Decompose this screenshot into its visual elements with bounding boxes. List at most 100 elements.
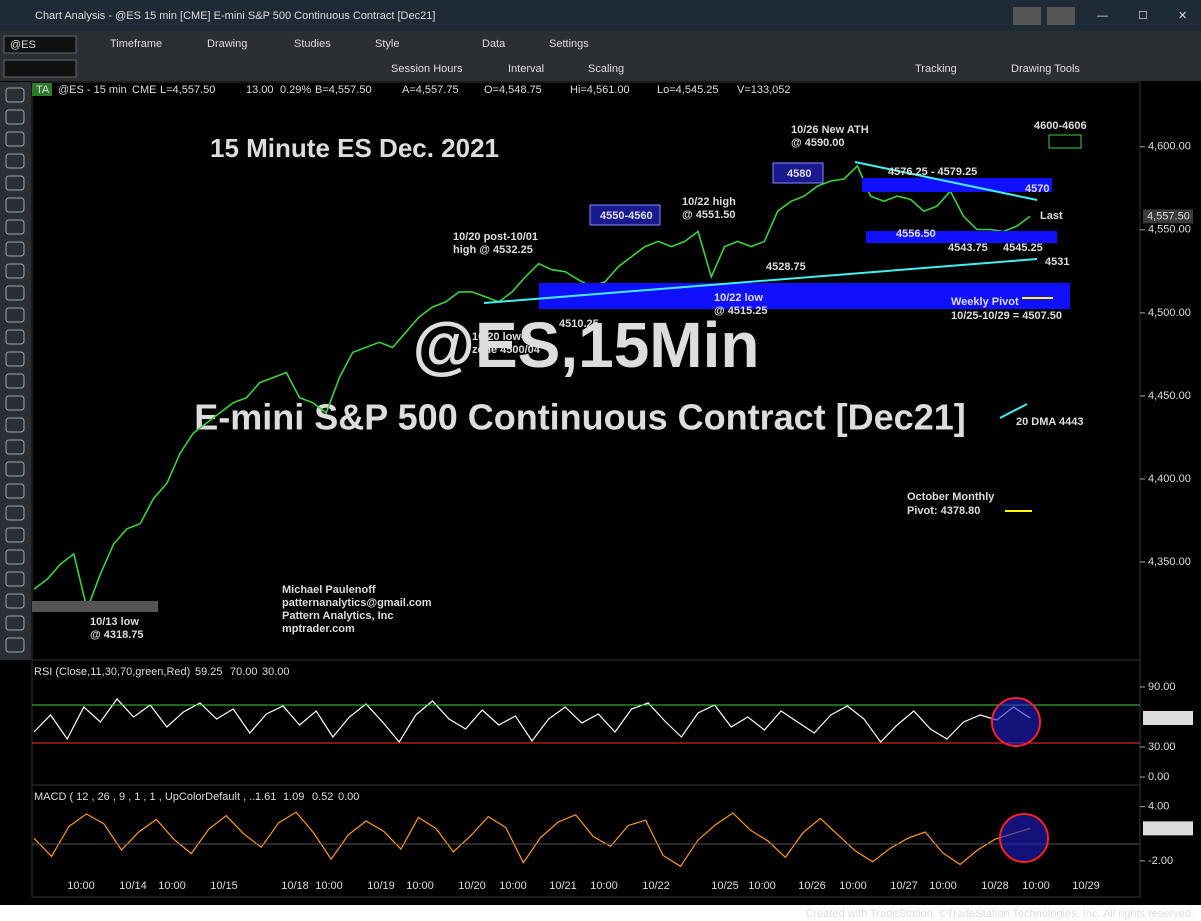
indicator-reading: 30.00 — [262, 666, 290, 678]
interval-box[interactable] — [3, 59, 77, 78]
annotation: 4545.25 — [1003, 242, 1043, 254]
x-tick-label: 10:00 — [839, 880, 867, 892]
toolbar-button[interactable]: Settings — [549, 38, 589, 50]
x-tick-label: 10/15 — [210, 880, 238, 892]
y-tick-label: 4,500.00 — [1148, 307, 1191, 319]
annotation: 10/26 New ATH — [791, 124, 869, 136]
toolbar-button[interactable]: Studies — [294, 38, 331, 50]
tool-icon[interactable] — [5, 505, 25, 521]
y-tick-label: 4,400.00 — [1148, 473, 1191, 485]
x-tick-label: 10/22 — [642, 880, 670, 892]
zone — [32, 601, 158, 612]
ta-tag — [32, 83, 52, 96]
status-pct: 0.29% — [280, 84, 311, 96]
indicator-reading: 0.52 — [312, 791, 333, 803]
footer-bar — [0, 905, 1201, 921]
author-line: patternanalytics@gmail.com — [282, 597, 432, 609]
window-button[interactable] — [1047, 7, 1075, 25]
last-tag-box — [1143, 209, 1193, 224]
tool-icon[interactable] — [5, 241, 25, 257]
annotation: 4543.75 — [948, 242, 988, 254]
maximize[interactable]: ☐ — [1138, 10, 1148, 22]
tool-icon[interactable] — [5, 373, 25, 389]
tool-icon[interactable] — [5, 593, 25, 609]
toolbar-button[interactable]: Tracking — [915, 63, 957, 75]
tool-icon[interactable] — [5, 329, 25, 345]
y-tick-label: 4,450.00 — [1148, 390, 1191, 402]
tool-icon[interactable] — [5, 285, 25, 301]
tool-icon[interactable] — [5, 153, 25, 169]
toolbar-button[interactable]: Session Hours — [391, 63, 463, 75]
tool-icon[interactable] — [5, 549, 25, 565]
annotation: 4556.50 — [896, 228, 936, 240]
tool-icon[interactable] — [5, 483, 25, 499]
x-tick-label: 10:00 — [158, 880, 186, 892]
x-tick-label: 10/25 — [711, 880, 739, 892]
status-symbol: @ES - 15 min — [58, 84, 127, 96]
annotation: 4600-4606 — [1034, 120, 1087, 132]
toolbar-button[interactable]: Scaling — [588, 63, 624, 75]
tool-icon[interactable] — [5, 307, 25, 323]
x-tick-label: 10:00 — [748, 880, 776, 892]
tool-icon[interactable] — [5, 615, 25, 631]
y-tick-label: 4,550.00 — [1148, 224, 1191, 236]
toolbar-button[interactable]: Data — [482, 38, 506, 50]
tool-icon[interactable] — [5, 637, 25, 653]
zone — [1048, 134, 1082, 149]
toolbar-button[interactable]: Style — [375, 38, 399, 50]
highlight-circle — [991, 697, 1041, 747]
y-tick-label: 0.00 — [1148, 771, 1169, 783]
symbol[interactable]: @ES — [10, 39, 36, 51]
status-low: Lo=4,545.25 — [657, 84, 718, 96]
toolbar-button[interactable]: Drawing — [207, 38, 247, 50]
series-line — [33, 698, 1031, 744]
close[interactable]: ✕ — [1178, 10, 1187, 22]
toolbar-button[interactable]: Timeframe — [110, 38, 162, 50]
author-line: Michael Paulenoff — [282, 584, 376, 596]
zone — [772, 162, 824, 184]
status-high: Hi=4,561.00 — [570, 84, 630, 96]
toolbar-button[interactable]: Interval — [508, 63, 544, 75]
last-tag-box — [1143, 711, 1193, 725]
annotation: 4576.25 - 4579.25 — [888, 166, 977, 178]
annotation: 10/13 low — [90, 616, 139, 628]
annotation: 10/25-10/29 = 4507.50 — [951, 310, 1062, 322]
x-tick-label: 10:00 — [929, 880, 957, 892]
last-tag: 59.25 — [1147, 712, 1175, 724]
tool-icon[interactable] — [5, 351, 25, 367]
x-tick-label: 10:00 — [406, 880, 434, 892]
status-ask: A=4,557.75 — [402, 84, 459, 96]
status-last: L=4,557.50 — [160, 84, 215, 96]
footer: Created with TradeStation. ©TradeStation… — [806, 908, 1194, 920]
tool-icon[interactable] — [5, 571, 25, 587]
tool-icon[interactable] — [5, 439, 25, 455]
tool-icon[interactable] — [5, 461, 25, 477]
x-tick-label: 10/28 — [981, 880, 1009, 892]
tool-icon[interactable] — [5, 417, 25, 433]
zone — [862, 178, 1052, 192]
x-tick-label: 10/21 — [549, 880, 577, 892]
x-tick-label: 10:00 — [590, 880, 618, 892]
macd-pane — [31, 784, 1141, 898]
symbol-box[interactable] — [3, 35, 77, 54]
toolbar-button[interactable]: Drawing Tools — [1011, 63, 1080, 75]
x-tick-label: 10/19 — [367, 880, 395, 892]
annotation: 10/20 post-10/01 — [453, 231, 538, 243]
tool-icon[interactable] — [5, 219, 25, 235]
tool-icon[interactable] — [5, 109, 25, 125]
zone — [866, 231, 1057, 243]
author-line: Pattern Analytics, Inc — [282, 610, 393, 622]
tool-icon[interactable] — [5, 131, 25, 147]
tool-icon[interactable] — [5, 263, 25, 279]
author-line: mptrader.com — [282, 623, 355, 635]
tool-icon[interactable] — [5, 175, 25, 191]
tool-icon[interactable] — [5, 395, 25, 411]
tool-icon[interactable] — [5, 527, 25, 543]
annotation: @ 4551.50 — [682, 209, 736, 221]
tool-icon[interactable] — [5, 87, 25, 103]
last-tag: 0.52 — [1147, 822, 1168, 834]
tool-icon[interactable] — [5, 197, 25, 213]
window-button[interactable] — [1013, 7, 1041, 25]
status-tag: TA — [36, 84, 50, 96]
minimize[interactable]: — — [1097, 10, 1108, 22]
